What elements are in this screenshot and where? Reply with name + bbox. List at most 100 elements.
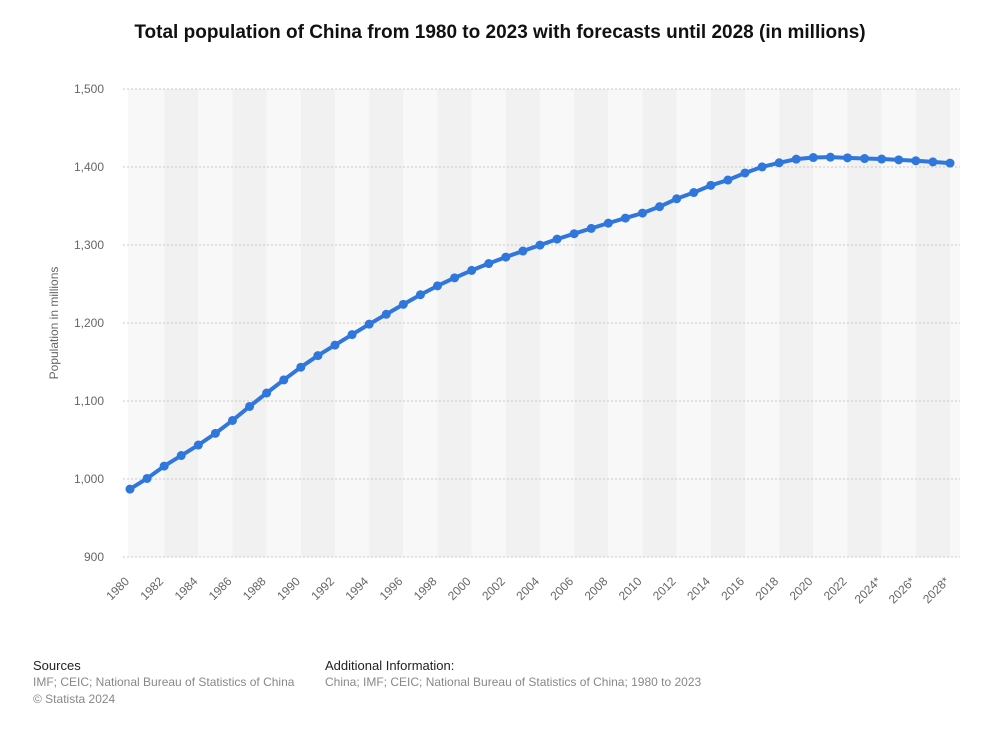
chart-title: Total population of China from 1980 to 2… [134,22,866,43]
data-point[interactable] [706,180,716,190]
x-axis: 1980 1982 1984 1986 1988 1990 1992 1994 1996 1998… [103,574,952,606]
x-tick-label: 2014 [684,574,713,603]
x-tick-label: 2004 [513,574,542,603]
data-point[interactable] [843,153,852,163]
data-point[interactable] [603,218,613,228]
data-point[interactable] [552,234,562,244]
data-point[interactable] [945,158,955,168]
data-point[interactable] [279,375,289,385]
y-axis-label: Population in millions [47,267,61,380]
background-band [540,89,575,557]
data-point[interactable] [808,153,818,163]
y-tick-label: 1,300 [74,238,104,252]
population-line-chart: 900 1,000 1,100 1,200 1,300 1,400 1,500 Popula… [47,82,960,606]
x-tick-label: 2006 [548,574,577,603]
x-tick-label: 1996 [377,574,406,603]
y-tick-label: 1,200 [74,316,104,330]
data-point[interactable] [364,319,374,329]
data-point[interactable] [176,451,186,461]
data-point[interactable] [894,155,904,165]
y-tick-label: 1,100 [74,394,104,408]
x-tick-label: 1982 [138,574,167,603]
x-tick-label: 2008 [582,574,611,603]
x-tick-label: 2028* [920,574,952,606]
data-point[interactable] [791,154,801,164]
data-point[interactable] [433,281,442,291]
data-point[interactable] [381,309,391,319]
copyright-text: © Statista 2024 [33,692,116,706]
data-point[interactable] [159,461,169,471]
series-population [125,152,955,494]
background-band [232,89,267,557]
data-point[interactable] [142,473,152,483]
background-band [745,89,780,557]
gridlines [123,88,960,558]
data-point[interactable] [586,223,596,233]
additional-info-heading: Additional Information: [325,658,455,673]
data-point[interactable] [928,157,938,167]
x-tick-label: 2016 [718,574,747,603]
data-point[interactable] [296,362,306,372]
data-point[interactable] [501,252,511,262]
data-point[interactable] [467,265,477,275]
data-point[interactable] [245,401,255,411]
x-tick-label: 1990 [274,574,303,603]
x-tick-label: 1988 [240,574,269,603]
x-tick-label: 1998 [411,574,440,603]
data-point[interactable] [774,158,784,168]
x-tick-label: 2024* [852,574,884,606]
data-point[interactable] [398,299,408,309]
data-point[interactable] [757,162,767,172]
data-point[interactable] [740,168,750,178]
x-tick-label: 1984 [172,574,201,603]
data-point[interactable] [262,388,272,398]
x-tick-label: 2022 [821,574,850,603]
x-tick-label: 2000 [445,574,474,603]
data-point[interactable] [911,156,921,166]
sources-text: IMF; CEIC; National Bureau of Statistics… [33,675,295,689]
data-point[interactable] [347,330,357,340]
data-point[interactable] [484,259,494,269]
x-tick-label: 2026* [886,574,918,606]
background-band [676,89,711,557]
data-point[interactable] [638,208,647,218]
background-band [505,89,540,557]
x-tick-label: 2012 [650,574,679,603]
data-point[interactable] [330,340,340,350]
data-point[interactable] [415,290,425,300]
data-point[interactable] [228,415,237,425]
y-tick-label: 1,500 [74,82,104,96]
data-point[interactable] [193,440,203,450]
data-point[interactable] [877,154,887,164]
x-tick-label: 1994 [343,574,372,603]
x-tick-label: 1986 [206,574,235,603]
background-band [608,89,643,557]
data-point[interactable] [518,246,528,256]
x-tick-label: 1992 [308,574,337,603]
x-tick-label: 1980 [103,574,132,603]
data-point[interactable] [655,202,665,212]
additional-info-block: Additional Information: China; IMF; CEIC… [325,657,701,691]
data-point[interactable] [825,152,835,162]
x-tick-label: 2020 [787,574,816,603]
data-point[interactable] [672,194,682,204]
x-tick-label: 2018 [753,574,782,603]
data-point[interactable] [313,351,323,361]
sources-block: Sources IMF; CEIC; National Bureau of St… [33,657,294,708]
background-band [437,89,472,557]
background-band [164,89,199,557]
additional-info-text: China; IMF; CEIC; National Bureau of Sta… [325,675,702,689]
data-point[interactable] [689,188,699,198]
data-point[interactable] [535,240,545,250]
x-tick-label: 2010 [616,574,645,603]
data-point[interactable] [860,154,870,164]
y-tick-label: 1,000 [74,472,104,486]
data-point[interactable] [569,229,579,239]
data-point[interactable] [723,175,733,185]
data-point[interactable] [210,428,220,438]
background-band [300,89,335,557]
data-point[interactable] [125,484,135,494]
data-point[interactable] [450,273,460,283]
data-point[interactable] [620,213,630,223]
x-tick-label: 2002 [479,574,508,603]
